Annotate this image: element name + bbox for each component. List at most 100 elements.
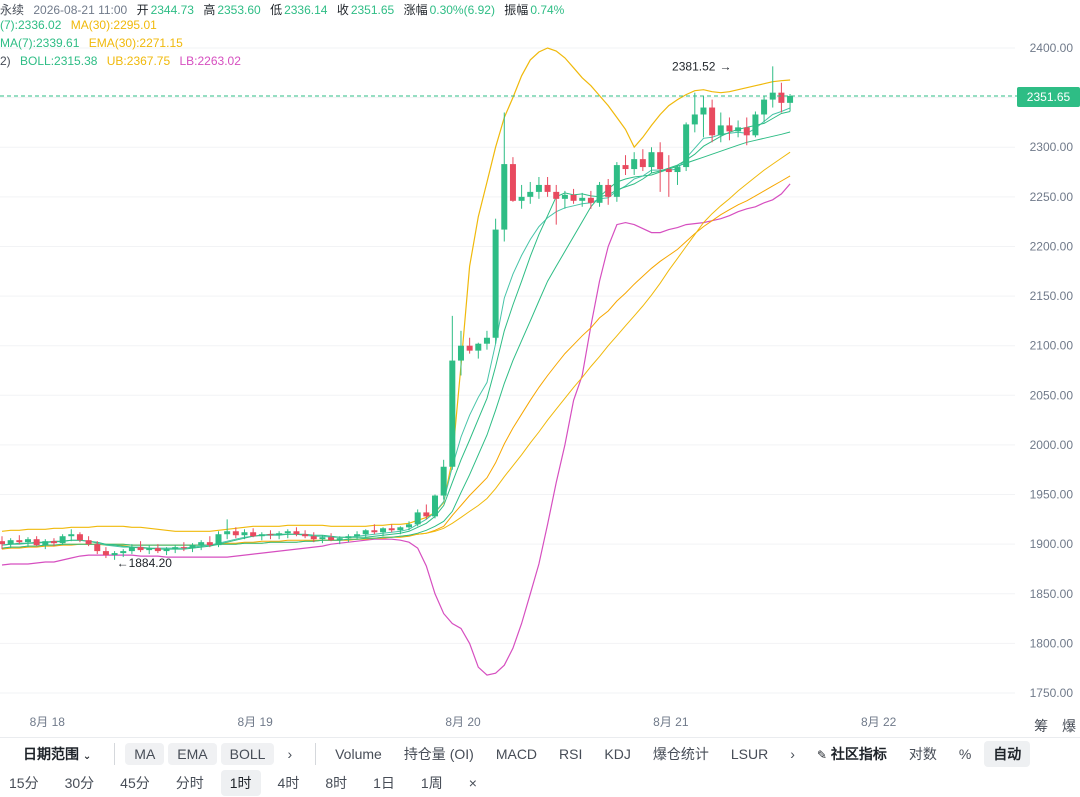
candle-body xyxy=(241,532,248,536)
close-icon[interactable]: × xyxy=(468,775,477,791)
boll-ub-line xyxy=(1,47,791,532)
community-indicator-button[interactable]: ✎ 社区指标 xyxy=(816,746,887,762)
candle-body xyxy=(622,165,629,170)
candle-body xyxy=(501,164,508,230)
candle-body xyxy=(579,197,586,201)
candle-body xyxy=(483,337,490,344)
auto-scale-toggle[interactable]: 自动 xyxy=(984,741,1031,767)
chip-tool-button[interactable]: 筹 xyxy=(1034,718,1049,734)
x-tick-label: 8月 20 xyxy=(445,715,481,729)
candle-body xyxy=(613,165,620,197)
candle-body xyxy=(605,184,612,197)
date-range-dropdown[interactable]: 日期范围 ⌄ xyxy=(23,746,92,762)
candle-body xyxy=(778,92,785,103)
amplitude-value: 0.74% xyxy=(530,3,565,17)
candle-body xyxy=(423,512,430,517)
candle-body xyxy=(7,540,14,545)
interval-selector: 15分 30分 45分 分时 1时 4时 8时 1日 1周 × xyxy=(0,769,1080,797)
boll-mid-line xyxy=(1,131,791,549)
candle-body xyxy=(42,541,49,546)
indicator-rsi[interactable]: RSI xyxy=(559,746,583,762)
candle-body xyxy=(380,528,387,533)
interval-4h[interactable]: 4时 xyxy=(277,775,300,791)
interval-1w[interactable]: 1周 xyxy=(420,775,443,791)
candle-body xyxy=(717,125,724,136)
candle-body xyxy=(509,164,516,201)
open-label: 开 xyxy=(136,3,149,17)
chevron-right-icon[interactable]: › xyxy=(287,746,293,762)
chevron-down-icon: ⌄ xyxy=(82,751,92,762)
candle-body xyxy=(0,541,5,545)
candle-body xyxy=(128,547,135,552)
y-tick-label: 2300.00 xyxy=(1030,140,1074,154)
arrow-right-icon: → xyxy=(719,59,731,73)
candle-body xyxy=(146,548,153,551)
indicator-liquidation[interactable]: 爆仓统计 xyxy=(652,746,709,762)
price-chart[interactable]: 2400.002350.002300.002250.002200.002150.… xyxy=(0,0,1080,737)
interval-timeshare[interactable]: 分时 xyxy=(175,775,204,791)
close-label: 收 xyxy=(336,3,349,17)
interval-1h[interactable]: 1时 xyxy=(220,770,261,796)
indicator-toolbar: 日期范围 ⌄ MA EMA BOLL › Volume 持仓量 (OI) MAC… xyxy=(0,737,1080,770)
interval-8h[interactable]: 8时 xyxy=(325,775,348,791)
candle-body xyxy=(406,524,413,528)
interval-45m[interactable]: 45分 xyxy=(120,775,150,791)
candle-body xyxy=(631,159,638,170)
candle-body xyxy=(276,533,283,536)
candle-body xyxy=(102,551,109,556)
ema30-value: EMA(30):2271.15 xyxy=(88,36,183,50)
interval-30m[interactable]: 30分 xyxy=(64,775,95,791)
ma-info-line: (7):2336.02 MA(30):2295.01 xyxy=(0,18,163,32)
liquidation-tool-button[interactable]: 爆 xyxy=(1062,718,1076,734)
candle-body xyxy=(258,534,265,537)
candle-body xyxy=(59,536,66,544)
indicator-lsur[interactable]: LSUR xyxy=(730,746,769,762)
candle-body xyxy=(735,127,742,132)
boll-mid-value: BOLL:2315.38 xyxy=(20,54,98,68)
candle-body xyxy=(33,539,40,546)
indicator-volume[interactable]: Volume xyxy=(335,746,382,762)
candle-body xyxy=(561,194,568,199)
indicator-ema[interactable]: EMA xyxy=(168,743,217,765)
boll-info-line: 2) BOLL:2315.38 UB:2367.75 LB:2263.02 xyxy=(0,54,247,68)
ema7-value: MA(7):2339.61 xyxy=(0,36,80,50)
edit-icon: ✎ xyxy=(816,748,827,762)
candle-body xyxy=(371,530,378,533)
chevron-right-icon[interactable]: › xyxy=(790,746,795,762)
candle-body xyxy=(50,541,57,544)
arrow-left-icon: ← xyxy=(117,556,129,570)
indicator-kdj[interactable]: KDJ xyxy=(604,746,631,762)
candle-body xyxy=(457,345,464,361)
y-tick-label: 2000.00 xyxy=(1030,438,1074,452)
candle-body xyxy=(24,539,31,543)
y-tick-label: 1850.00 xyxy=(1030,587,1074,601)
log-scale-toggle[interactable]: 对数 xyxy=(908,746,937,762)
y-tick-label: 2100.00 xyxy=(1030,339,1074,353)
candle-body xyxy=(544,184,551,192)
low-value: 2336.14 xyxy=(284,3,328,17)
indicator-boll[interactable]: BOLL xyxy=(220,743,275,765)
candle-body xyxy=(596,184,603,203)
candle-body xyxy=(68,534,75,537)
boll-params: 2) xyxy=(0,54,11,68)
candle-body xyxy=(120,551,127,554)
high-label: 高 xyxy=(203,3,216,17)
candle-body xyxy=(302,534,309,537)
ma30-value: MA(30):2295.01 xyxy=(70,18,157,32)
candle-body xyxy=(709,107,716,136)
indicator-ma[interactable]: MA xyxy=(125,743,165,765)
current-price-tag: 2351.65 xyxy=(1017,87,1080,107)
interval-15m[interactable]: 15分 xyxy=(9,775,39,791)
candle-body xyxy=(752,114,759,136)
indicator-macd[interactable]: MACD xyxy=(495,746,538,762)
divider xyxy=(114,743,116,765)
interval-1d[interactable]: 1日 xyxy=(373,775,395,791)
candle-body xyxy=(527,191,534,197)
candle-body xyxy=(492,229,499,338)
ma30-line xyxy=(1,151,791,549)
indicator-oi[interactable]: 持仓量 (OI) xyxy=(403,746,474,762)
candle-body xyxy=(700,107,707,115)
percent-scale-toggle[interactable]: % xyxy=(958,746,972,762)
candle-body xyxy=(388,528,395,531)
